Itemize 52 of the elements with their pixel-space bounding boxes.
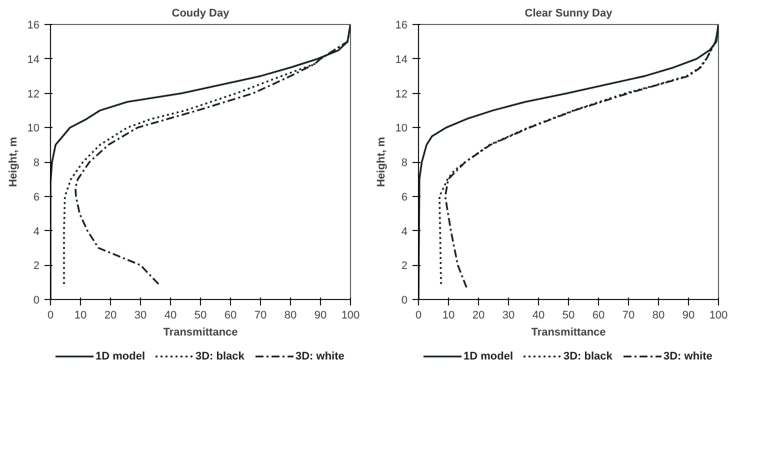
y-tick-label: 14: [395, 54, 408, 66]
y-tick-label: 12: [27, 88, 40, 100]
y-tick-label: 16: [27, 20, 40, 32]
y-tick-label: 0: [401, 294, 408, 306]
x-tick-label: 0: [47, 310, 54, 322]
y-tick-label: 2: [401, 260, 408, 272]
y-tick-label: 0: [33, 294, 40, 306]
y-axis-title: Height, m: [375, 136, 388, 188]
y-tick-label: 8: [33, 157, 40, 169]
legend-label: 3D: black: [564, 350, 614, 362]
y-tick-label: 8: [401, 157, 408, 169]
x-axis-title: Transmittance: [531, 326, 606, 338]
y-axis-title: Height, m: [7, 136, 20, 188]
x-tick-label: 70: [254, 310, 267, 322]
x-tick-label: 10: [74, 310, 87, 322]
x-tick-label: 20: [104, 310, 117, 322]
x-tick-label: 60: [224, 310, 237, 322]
x-tick-label: 50: [562, 310, 575, 322]
x-axis-title: Transmittance: [163, 326, 238, 338]
x-tick-label: 80: [652, 310, 665, 322]
legend-label: 3D: white: [296, 350, 344, 362]
legend-label: 3D: black: [196, 350, 246, 362]
x-tick-label: 100: [341, 310, 360, 322]
x-tick-label: 40: [532, 310, 545, 322]
x-tick-label: 30: [502, 310, 515, 322]
x-tick-label: 100: [709, 310, 728, 322]
legend-label: 1D model: [96, 350, 146, 362]
y-tick-label: 2: [33, 260, 40, 272]
y-tick-label: 6: [401, 191, 408, 204]
x-tick-label: 0: [415, 310, 422, 322]
y-tick-label: 14: [27, 54, 40, 66]
y-tick-label: 12: [395, 88, 408, 100]
x-tick-label: 30: [134, 310, 147, 322]
chart-title: Coudy Day: [172, 8, 230, 20]
y-tick-label: 4: [33, 226, 40, 238]
y-tick-label: 16: [395, 20, 408, 32]
x-tick-label: 90: [682, 310, 695, 322]
y-tick-label: 10: [395, 122, 408, 135]
chart-title: Clear Sunny Day: [524, 8, 614, 20]
y-tick-label: 6: [33, 191, 40, 204]
x-tick-label: 20: [472, 310, 485, 322]
legend-label: 1D model: [464, 350, 514, 362]
x-tick-label: 90: [314, 310, 327, 322]
y-tick-label: 10: [27, 122, 40, 135]
x-tick-label: 10: [442, 310, 455, 322]
x-tick-label: 40: [164, 310, 177, 322]
x-tick-label: 50: [194, 310, 207, 322]
legend-label: 3D: white: [664, 350, 712, 362]
y-tick-label: 4: [401, 226, 408, 238]
x-tick-label: 60: [592, 310, 605, 322]
x-tick-label: 80: [284, 310, 297, 322]
x-tick-label: 70: [622, 310, 635, 322]
